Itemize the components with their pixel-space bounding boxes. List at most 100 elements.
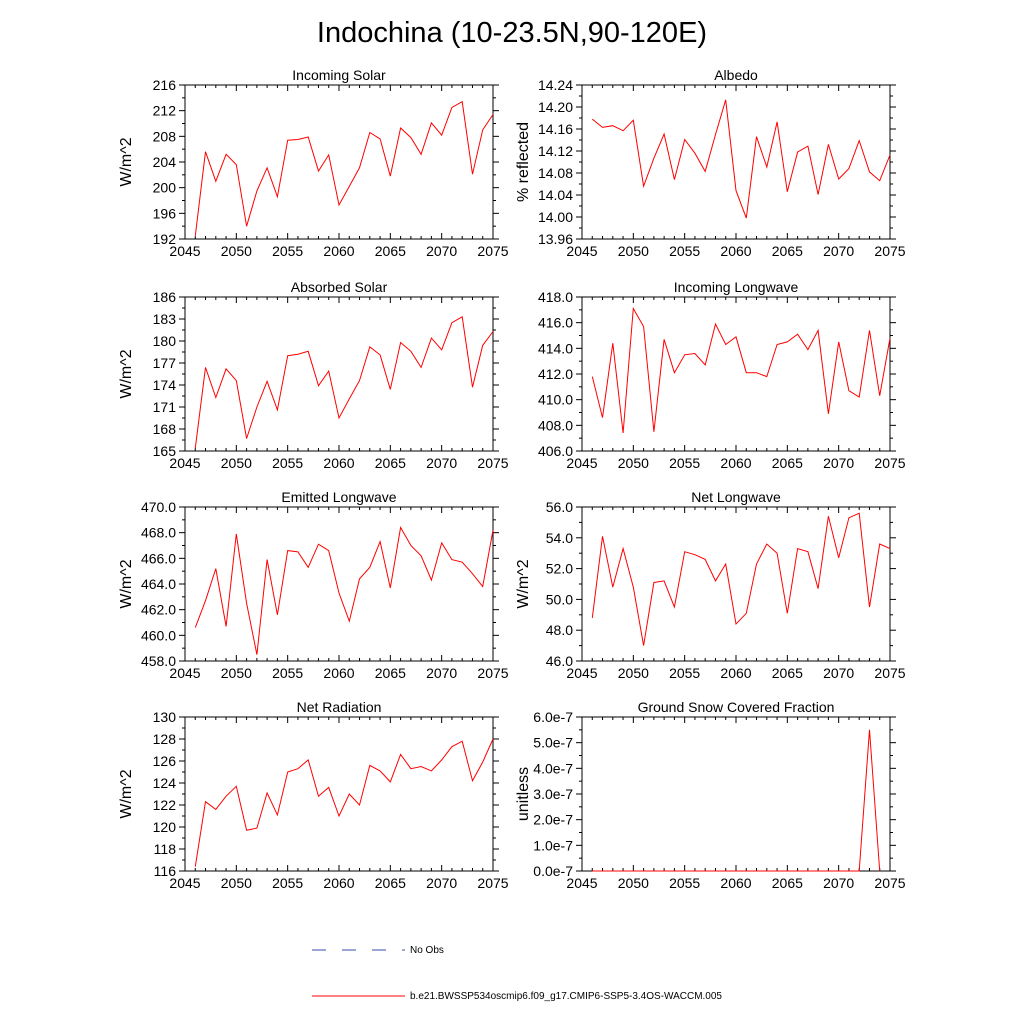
- y-tick-label: 14.16: [538, 121, 573, 137]
- y-tick-label: 122: [153, 797, 177, 813]
- y-axis-label: W/m^2: [515, 559, 532, 608]
- x-tick-label: 2065: [375, 875, 406, 891]
- x-tick-label: 2060: [720, 875, 751, 891]
- y-tick-label: 168: [153, 421, 177, 437]
- x-tick-label: 2055: [669, 875, 700, 891]
- x-tick-label: 2070: [823, 875, 854, 891]
- x-tick-label: 2060: [720, 455, 751, 471]
- y-tick-label: 56.0: [546, 499, 573, 515]
- x-tick-label: 2075: [477, 243, 508, 259]
- x-tick-label: 2045: [566, 875, 597, 891]
- series-line: [592, 729, 881, 872]
- x-tick-label: 2060: [323, 455, 354, 471]
- x-tick-label: 2045: [566, 665, 597, 681]
- x-tick-label: 2045: [566, 243, 597, 259]
- y-tick-label: 200: [153, 180, 177, 196]
- x-tick-label: 2075: [874, 665, 905, 681]
- y-tick-label: 3.0e-7: [533, 786, 573, 802]
- x-tick-label: 2060: [720, 243, 751, 259]
- y-tick-label: 212: [153, 103, 177, 119]
- y-tick-label: 50.0: [546, 591, 573, 607]
- x-tick-label: 2045: [169, 455, 200, 471]
- x-tick-label: 2075: [874, 455, 905, 471]
- y-tick-label: 174: [153, 377, 177, 393]
- y-tick-label: 204: [153, 154, 177, 170]
- x-tick-label: 2065: [375, 665, 406, 681]
- panel-title: Incoming Solar: [292, 67, 386, 83]
- x-tick-label: 2045: [169, 875, 200, 891]
- y-tick-label: 418.0: [538, 289, 573, 305]
- x-tick-label: 2060: [323, 665, 354, 681]
- legend: No Obs b.e21.BWSSP534oscmip6.f09_g17.CMI…: [312, 945, 722, 1002]
- x-tick-label: 2065: [772, 455, 803, 471]
- x-tick-label: 2065: [772, 665, 803, 681]
- y-tick-label: 0.0e-7: [533, 863, 573, 879]
- y-tick-label: 4.0e-7: [533, 760, 573, 776]
- y-tick-label: 208: [153, 128, 177, 144]
- panel-title: Ground Snow Covered Fraction: [638, 699, 835, 715]
- y-tick-label: 124: [153, 775, 177, 791]
- x-tick-label: 2070: [426, 875, 457, 891]
- x-tick-label: 2055: [669, 665, 700, 681]
- x-tick-label: 2050: [618, 243, 649, 259]
- legend-entry-model: b.e21.BWSSP534oscmip6.f09_g17.CMIP6-SSP5…: [312, 991, 722, 1002]
- panel-title: Absorbed Solar: [291, 279, 388, 295]
- y-tick-label: 414.0: [538, 340, 573, 356]
- x-tick-label: 2060: [323, 243, 354, 259]
- x-tick-label: 2075: [874, 875, 905, 891]
- y-tick-label: 14.20: [538, 99, 573, 115]
- panel-title: Albedo: [714, 67, 758, 83]
- y-tick-label: 460.0: [141, 627, 176, 643]
- y-tick-label: 186: [153, 289, 177, 305]
- x-tick-label: 2065: [375, 455, 406, 471]
- series-line: [194, 316, 494, 449]
- y-tick-label: 464.0: [141, 576, 176, 592]
- y-tick-label: 412.0: [538, 366, 573, 382]
- panel-title: Net Longwave: [691, 489, 781, 505]
- panel-ground-snow-covered-fraction: Ground Snow Covered Fraction 2045 2050 2055…: [515, 699, 906, 891]
- y-axis-label: unitless: [515, 767, 532, 821]
- x-tick-label: 2055: [272, 455, 303, 471]
- series-line: [591, 99, 891, 219]
- figure-title: Indochina (10-23.5N,90-120E): [317, 17, 707, 49]
- x-tick-label: 2055: [272, 243, 303, 259]
- y-tick-label: 406.0: [538, 443, 573, 459]
- x-tick-label: 2070: [823, 665, 854, 681]
- y-tick-label: 177: [153, 355, 177, 371]
- y-tick-label: 14.00: [538, 209, 573, 225]
- series-line: [194, 100, 494, 236]
- y-tick-label: 458.0: [141, 653, 176, 669]
- y-tick-label: 14.12: [538, 143, 573, 159]
- x-tick-label: 2075: [477, 665, 508, 681]
- y-tick-label: 6.0e-7: [533, 709, 573, 725]
- y-tick-label: 2.0e-7: [533, 812, 573, 828]
- x-tick-label: 2055: [669, 243, 700, 259]
- x-tick-label: 2075: [477, 875, 508, 891]
- y-tick-label: 13.96: [538, 231, 573, 247]
- panel-title: Incoming Longwave: [674, 279, 799, 295]
- y-tick-label: 408.0: [538, 417, 573, 433]
- y-axis-label: W/m^2: [118, 559, 135, 608]
- x-tick-label: 2075: [874, 243, 905, 259]
- y-tick-label: 14.24: [538, 77, 573, 93]
- panel-absorbed-solar: Absorbed Solar 2045 2050 2055 2060 2065 2070 20…: [118, 279, 509, 471]
- x-tick-label: 2050: [618, 455, 649, 471]
- x-tick-label: 2050: [221, 875, 252, 891]
- y-tick-label: 468.0: [141, 525, 176, 541]
- y-tick-label: 416.0: [538, 315, 573, 331]
- x-tick-label: 2050: [221, 665, 252, 681]
- y-tick-label: 1.0e-7: [533, 837, 573, 853]
- x-tick-label: 2050: [221, 243, 252, 259]
- panel-incoming-solar: Incoming Solar 2045 2050 2055 2060 2065 2070 20…: [118, 67, 509, 259]
- x-tick-label: 2045: [566, 455, 597, 471]
- x-tick-label: 2070: [426, 455, 457, 471]
- panels: Incoming Solar 2045 2050 2055 2060 2065 2070 20…: [118, 67, 906, 891]
- x-tick-label: 2070: [426, 243, 457, 259]
- y-tick-label: 192: [153, 231, 177, 247]
- panel-net-radiation: Net Radiation 2045 2050 2055 2060 2065 2070 207…: [118, 699, 509, 891]
- y-axis-label: W/m^2: [118, 137, 135, 186]
- y-tick-label: 126: [153, 753, 177, 769]
- x-tick-label: 2050: [618, 875, 649, 891]
- y-tick-label: 130: [153, 709, 177, 725]
